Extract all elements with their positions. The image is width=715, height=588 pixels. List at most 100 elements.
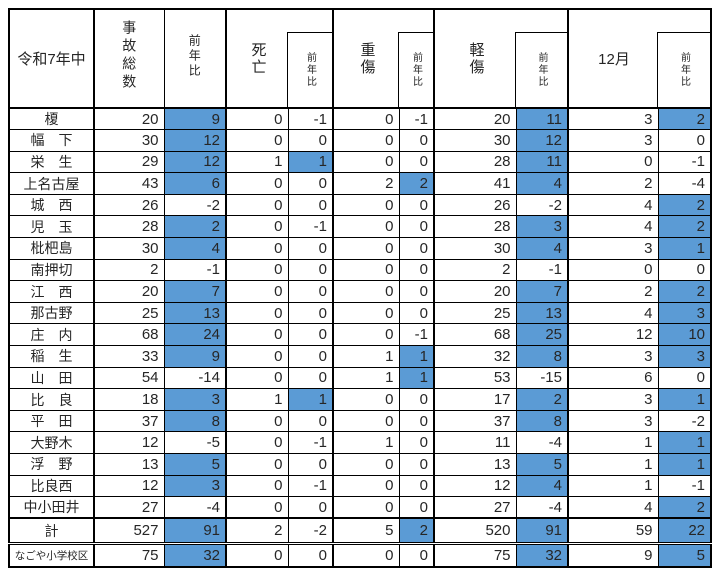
value-cell: 20 bbox=[433, 280, 517, 303]
value-cell: 0 bbox=[225, 542, 289, 568]
yoy-value-cell: 2 bbox=[657, 496, 712, 519]
value-cell: 0 bbox=[225, 107, 289, 131]
deaths-yoy-label: 前年比 bbox=[304, 52, 316, 88]
value-cell: 0 bbox=[225, 193, 289, 217]
value-cell: 43 bbox=[93, 172, 165, 195]
yoy-value-cell: 8 bbox=[515, 345, 569, 368]
value-cell: 0 bbox=[332, 474, 400, 498]
value-cell: 0 bbox=[225, 237, 289, 260]
yoy-value-cell: 5 bbox=[657, 542, 712, 568]
yoy-value-cell: -2 bbox=[287, 517, 334, 545]
value-cell: 0 bbox=[332, 388, 400, 411]
nagoya-elementary-row: なごや小学校区 75 32 0 0 0 0 75 32 9 5 bbox=[8, 542, 712, 568]
yoy-value-cell: 3 bbox=[657, 301, 712, 325]
yoy-value-cell: 2 bbox=[657, 215, 712, 239]
district-row: 上名古屋 43 6 0 0 2 2 41 4 2 -4 bbox=[8, 172, 712, 195]
yoy-value-cell: 0 bbox=[287, 258, 334, 282]
serious-yoy-label: 前年比 bbox=[410, 52, 422, 88]
value-cell: 2 bbox=[433, 258, 517, 282]
yoy-value-cell: 0 bbox=[657, 366, 712, 390]
yoy-value-cell: 0 bbox=[287, 345, 334, 368]
value-cell: 0 bbox=[332, 301, 400, 325]
yoy-value-cell: 2 bbox=[515, 388, 569, 411]
value-cell: 11 bbox=[433, 431, 517, 454]
value-cell: 12 bbox=[93, 431, 165, 454]
district-row: 幅 下 30 12 0 0 0 0 30 12 3 0 bbox=[8, 129, 712, 152]
district-row: 比 良 18 3 1 1 0 0 17 2 3 1 bbox=[8, 388, 712, 411]
value-cell: 6 bbox=[567, 366, 659, 390]
yoy-value-cell: 0 bbox=[287, 496, 334, 519]
yoy-value-cell: 10 bbox=[657, 323, 712, 347]
yoy-value-cell: 13 bbox=[163, 301, 227, 325]
yoy-value-cell: 0 bbox=[398, 129, 435, 152]
yoy-value-cell: 3 bbox=[515, 215, 569, 239]
value-cell: 37 bbox=[433, 409, 517, 433]
value-cell: 0 bbox=[332, 107, 400, 131]
yoy-value-cell: 1 bbox=[398, 345, 435, 368]
value-cell: 41 bbox=[433, 172, 517, 195]
table-title-cell: 令和7年中 bbox=[8, 8, 95, 109]
yoy-value-cell: 22 bbox=[657, 517, 712, 545]
district-row: 榎 20 9 0 -1 0 -1 20 11 3 2 bbox=[8, 107, 712, 131]
value-cell: 20 bbox=[93, 280, 165, 303]
yoy-value-cell: 1 bbox=[657, 388, 712, 411]
yoy-value-cell: 7 bbox=[163, 280, 227, 303]
yoy-value-cell: 4 bbox=[515, 237, 569, 260]
col-header-yoy: 前年比 bbox=[163, 8, 227, 109]
value-cell: 20 bbox=[433, 107, 517, 131]
district-label: なごや小学校区 bbox=[8, 542, 95, 568]
yoy-value-cell: 0 bbox=[398, 237, 435, 260]
yoy-value-cell: -1 bbox=[287, 107, 334, 131]
deaths-label-wrap: 死亡 bbox=[227, 10, 289, 106]
value-cell: 30 bbox=[433, 237, 517, 260]
value-cell: 25 bbox=[433, 301, 517, 325]
value-cell: 3 bbox=[567, 345, 659, 368]
value-cell: 4 bbox=[567, 301, 659, 325]
value-cell: 1 bbox=[225, 388, 289, 411]
value-cell: 12 bbox=[433, 474, 517, 498]
yoy-value-cell: 2 bbox=[398, 517, 435, 545]
district-row: 児 玉 28 2 0 -1 0 0 28 3 4 2 bbox=[8, 215, 712, 239]
value-cell: 3 bbox=[567, 129, 659, 152]
yoy-value-cell: 8 bbox=[515, 409, 569, 433]
yoy-value-cell: 0 bbox=[398, 388, 435, 411]
value-cell: 68 bbox=[93, 323, 165, 347]
yoy-value-cell: 0 bbox=[287, 366, 334, 390]
value-cell: 3 bbox=[567, 388, 659, 411]
yoy-value-cell: 1 bbox=[287, 388, 334, 411]
district-label: 榎 bbox=[8, 107, 95, 131]
yoy-value-cell: -4 bbox=[163, 496, 227, 519]
value-cell: 68 bbox=[433, 323, 517, 347]
value-cell: 18 bbox=[93, 388, 165, 411]
district-row: 南押切 2 -1 0 0 0 0 2 -1 0 0 bbox=[8, 258, 712, 282]
district-row: 中小田井 27 -4 0 0 0 0 27 -4 4 2 bbox=[8, 496, 712, 519]
yoy-value-cell: 12 bbox=[515, 129, 569, 152]
yoy-value-cell: -4 bbox=[515, 496, 569, 519]
value-cell: 30 bbox=[93, 237, 165, 260]
value-cell: 0 bbox=[332, 496, 400, 519]
col-header-december: 12月 前年比 bbox=[567, 8, 712, 109]
yoy-value-cell: -1 bbox=[657, 150, 712, 174]
yoy-value-cell: 91 bbox=[163, 517, 227, 545]
value-cell: 0 bbox=[332, 323, 400, 347]
yoy-value-cell: -1 bbox=[515, 258, 569, 282]
value-cell: 2 bbox=[225, 517, 289, 545]
value-cell: 3 bbox=[567, 237, 659, 260]
yoy-value-cell: 3 bbox=[163, 388, 227, 411]
yoy-value-cell: 2 bbox=[163, 215, 227, 239]
col-header-yoy-label: 前年比 bbox=[187, 33, 202, 79]
district-label: 上名古屋 bbox=[8, 172, 95, 195]
district-row: 山 田 54 -14 0 0 1 1 53 -15 6 0 bbox=[8, 366, 712, 390]
yoy-value-cell: 0 bbox=[398, 215, 435, 239]
yoy-value-cell: 2 bbox=[657, 107, 712, 131]
yoy-value-cell: 1 bbox=[657, 453, 712, 476]
yoy-value-cell: 4 bbox=[515, 474, 569, 498]
value-cell: 0 bbox=[332, 237, 400, 260]
value-cell: 0 bbox=[225, 129, 289, 152]
yoy-value-cell: 8 bbox=[163, 409, 227, 433]
yoy-value-cell: 6 bbox=[163, 172, 227, 195]
minor-label: 軽傷 bbox=[467, 41, 485, 76]
value-cell: 527 bbox=[93, 517, 165, 545]
yoy-value-cell: 1 bbox=[287, 150, 334, 174]
value-cell: 0 bbox=[225, 323, 289, 347]
